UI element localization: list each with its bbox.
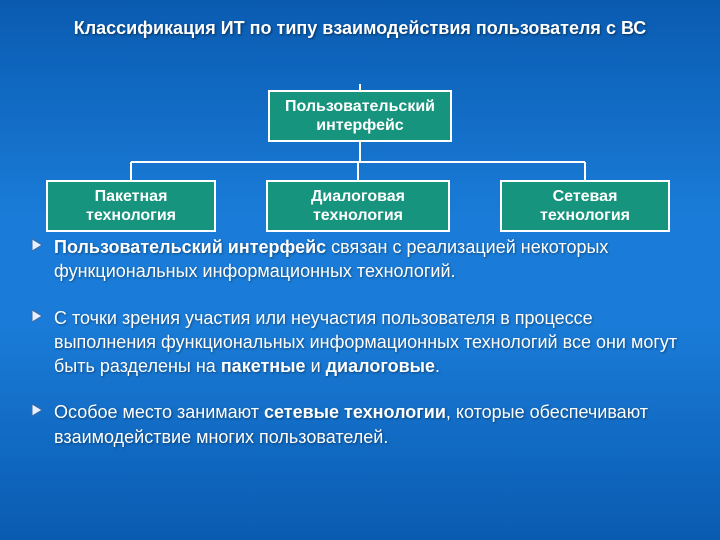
- bullet-text-0: Пользовательский интерфейс связан с реал…: [54, 235, 690, 284]
- child-node-1: Диалоговая технология: [266, 180, 450, 232]
- bullet-text-2: Особое место занимают сетевые технологии…: [54, 400, 690, 449]
- root-node: Пользовательский интерфейс: [268, 90, 452, 142]
- slide-title: Классификация ИТ по типу взаимодействия …: [0, 18, 720, 39]
- bullet-2: Особое место занимают сетевые технологии…: [30, 400, 690, 449]
- bullet-0: Пользовательский интерфейс связан с реал…: [30, 235, 690, 284]
- bullet-1: С точки зрения участия или неучастия пол…: [30, 306, 690, 379]
- chevron-icon: [30, 238, 44, 252]
- child-node-2: Сетевая технология: [500, 180, 670, 232]
- chevron-icon: [30, 309, 44, 323]
- diagram: Пользовательский интерфейсПакетная техно…: [0, 40, 720, 220]
- chevron-icon: [30, 403, 44, 417]
- child-node-0: Пакетная технология: [46, 180, 216, 232]
- slide: Классификация ИТ по типу взаимодействия …: [0, 0, 720, 540]
- bullet-list: Пользовательский интерфейс связан с реал…: [30, 235, 690, 471]
- bullet-text-1: С точки зрения участия или неучастия пол…: [54, 306, 690, 379]
